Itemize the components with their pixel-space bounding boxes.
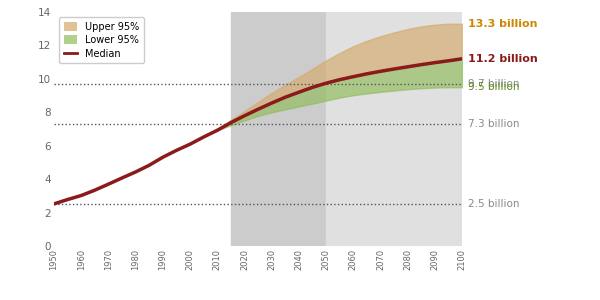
Text: 9.7 billion: 9.7 billion bbox=[468, 79, 520, 89]
Text: 9.5 billion: 9.5 billion bbox=[468, 82, 520, 92]
Legend: Upper 95%, Lower 95%, Median: Upper 95%, Lower 95%, Median bbox=[59, 17, 144, 63]
Bar bbox=[231, 12, 326, 246]
Text: 7.3 billion: 7.3 billion bbox=[468, 119, 520, 129]
Bar bbox=[326, 12, 462, 246]
Text: 2.5 billion: 2.5 billion bbox=[468, 199, 520, 209]
Text: 11.2 billion: 11.2 billion bbox=[468, 54, 538, 64]
Text: 13.3 billion: 13.3 billion bbox=[468, 19, 538, 29]
